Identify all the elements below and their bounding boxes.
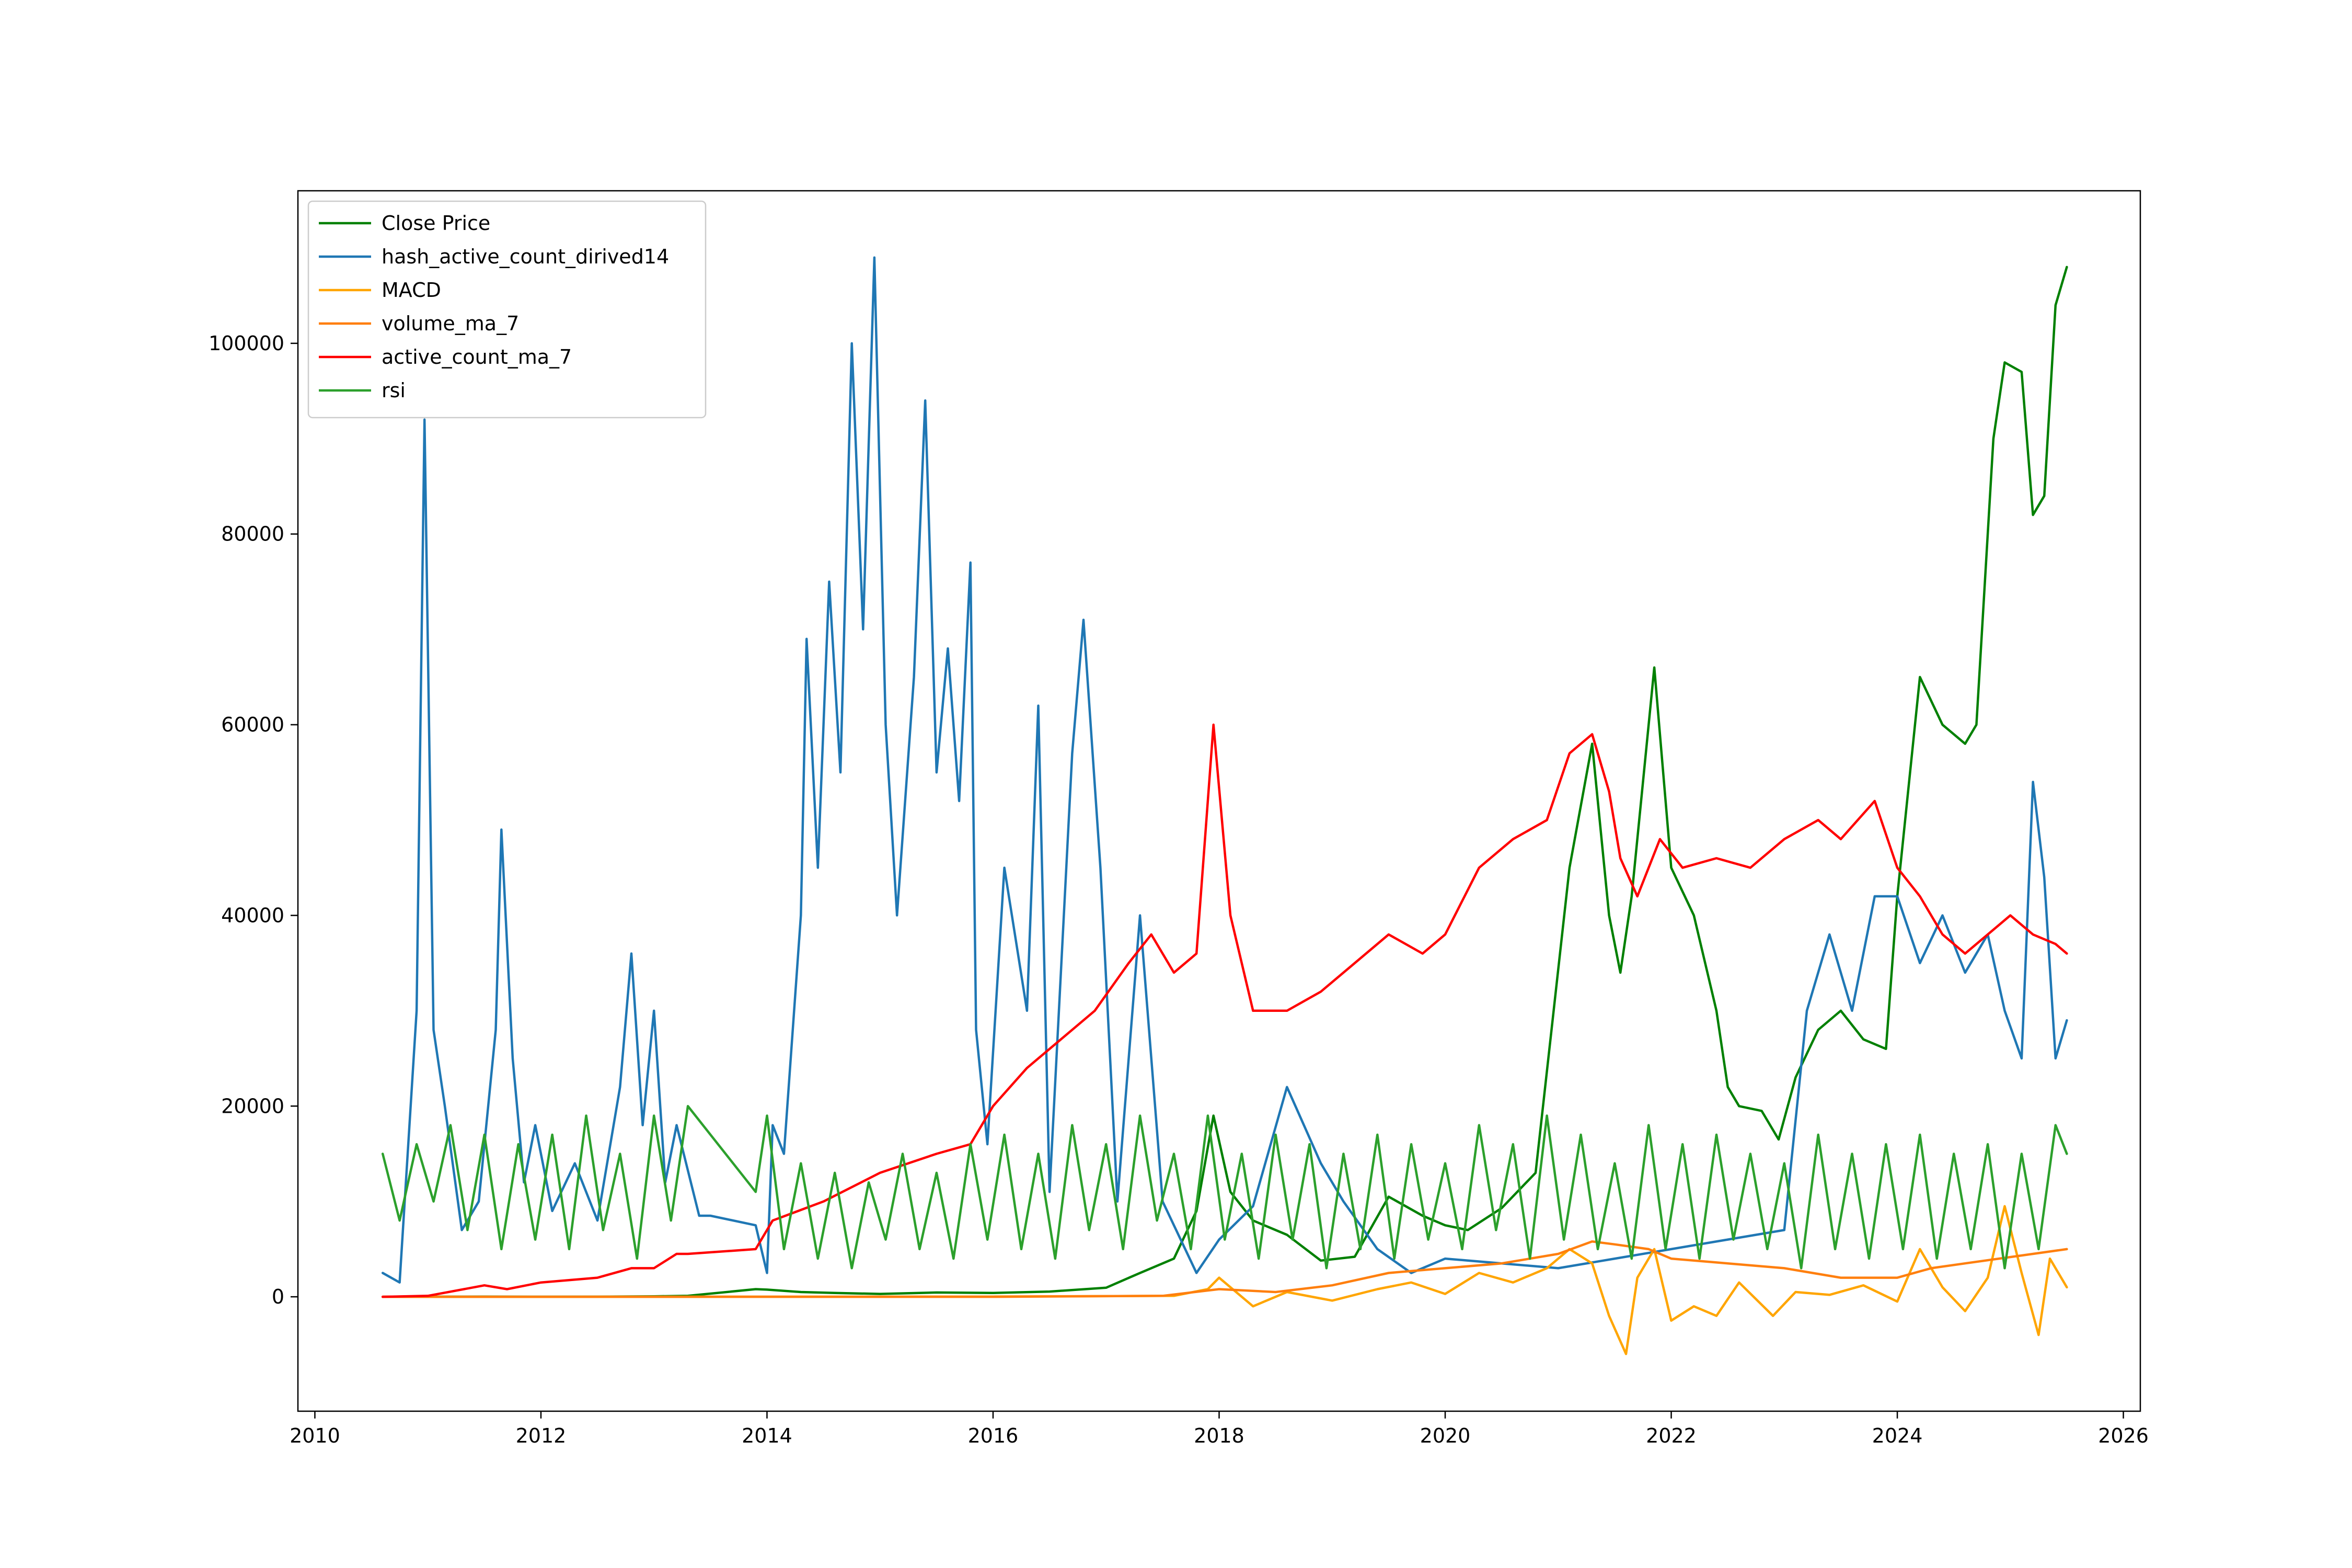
- x-tick-label: 2016: [968, 1424, 1019, 1447]
- legend: Close Price hash_active_count_dirived14 MA…: [307, 200, 707, 419]
- legend-label: Close Price: [382, 212, 490, 235]
- legend-label: volume_ma_7: [382, 312, 519, 335]
- x-tick-label: 2024: [1872, 1424, 1923, 1447]
- series-line-rsi: [381, 1105, 2068, 1270]
- x-tick-label: 2026: [2098, 1424, 2149, 1447]
- legend-label: MACD: [382, 279, 441, 302]
- series-line-close-price: [381, 266, 2068, 1298]
- y-tick-label: 100000: [209, 332, 284, 355]
- y-tick-label: 60000: [221, 713, 284, 736]
- series-line-macd: [381, 1205, 2068, 1355]
- y-axis: 0 20000 40000 60000 80000 100000: [209, 332, 298, 1308]
- y-tick-label: 0: [272, 1285, 284, 1308]
- x-tick-label: 2018: [1194, 1424, 1244, 1447]
- y-tick-label: 40000: [221, 904, 284, 927]
- legend-label: active_count_ma_7: [382, 345, 572, 368]
- y-tick-label: 80000: [221, 523, 284, 546]
- x-axis: 2010 2012 2014 2016 2018 2020 2022 2024 2026: [290, 1411, 2149, 1447]
- x-tick-label: 2022: [1646, 1424, 1697, 1447]
- x-tick-label: 2010: [290, 1424, 340, 1447]
- x-tick-label: 2012: [516, 1424, 567, 1447]
- x-tick-label: 2014: [742, 1424, 792, 1447]
- y-tick-label: 20000: [221, 1094, 284, 1117]
- legend-box: [307, 200, 707, 419]
- legend-label: hash_active_count_dirived14: [382, 245, 669, 268]
- series-line-active-count-ma-7: [381, 723, 2068, 1298]
- legend-label: rsi: [382, 379, 406, 402]
- series-line-hash-active-count-dirived14: [381, 256, 2068, 1284]
- series-line-volume-ma-7: [381, 1240, 2068, 1298]
- series-layer: [381, 256, 2068, 1355]
- x-tick-label: 2020: [1420, 1424, 1471, 1447]
